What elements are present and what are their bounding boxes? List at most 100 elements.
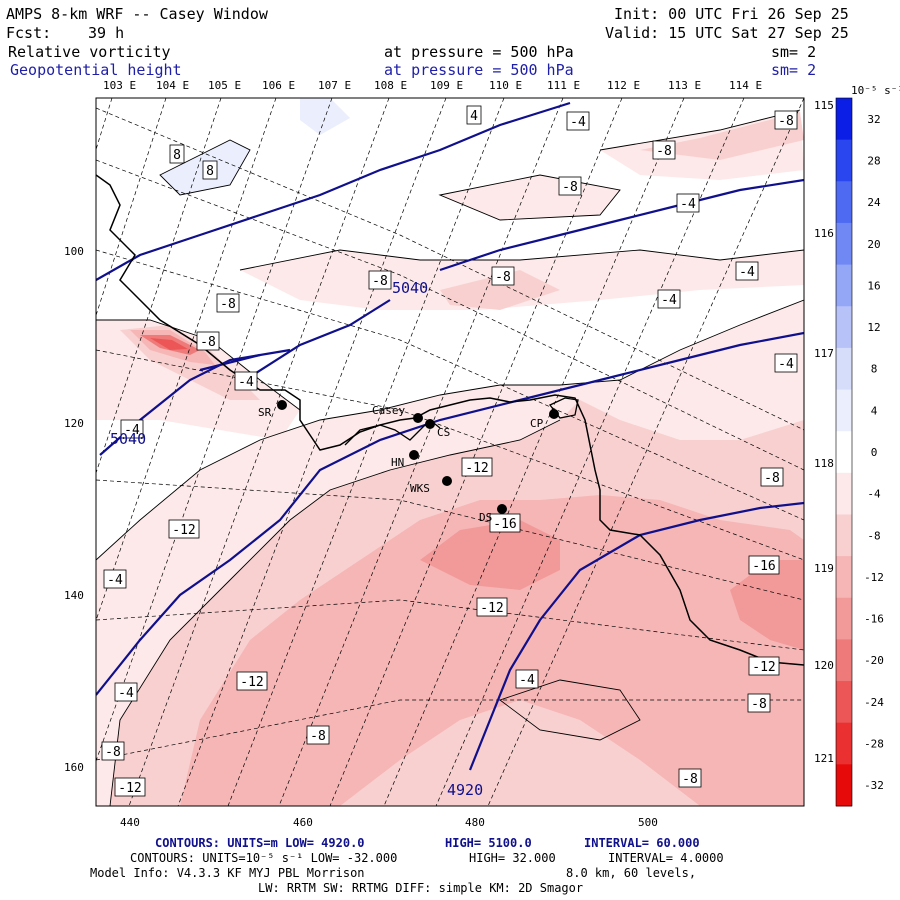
contour-label-box	[748, 656, 780, 676]
contour-label-box	[120, 419, 144, 439]
lon-label: 104 E	[156, 79, 189, 92]
colorbar-tick-label: -28	[864, 738, 884, 751]
colorbar-frame	[835, 97, 853, 807]
latitude-line	[96, 349, 804, 561]
lon-label: 111 E	[547, 79, 580, 92]
colorbar-swatch	[836, 431, 852, 474]
x-axis-ticks: 440 460 480 500	[120, 816, 658, 829]
contour-label: -8	[220, 297, 236, 312]
longitude-line	[96, 98, 113, 151]
x-tick-label: 440	[120, 816, 140, 829]
station-label: Casey	[372, 404, 405, 417]
latitude-gridlines	[96, 107, 804, 761]
contour-label-box	[491, 266, 515, 286]
colorbar-tick-label: 8	[871, 363, 878, 376]
footer-physics-info: LW: RRTM SW: RRTMG DIFF: simple KM: 2D S…	[258, 881, 583, 895]
height-label: 5040	[110, 430, 146, 448]
contour-label: -8	[751, 697, 767, 712]
footer-height-high: HIGH= 5100.0	[445, 836, 532, 850]
colorbar-swatch	[836, 514, 852, 557]
contour-label-box	[216, 293, 240, 313]
plot-frame	[95, 97, 805, 807]
colorbar-tick-label: -8	[867, 529, 880, 542]
contour-label-box	[168, 519, 200, 539]
contour-label-box	[236, 671, 268, 691]
field1-name: Relative vorticity	[8, 43, 171, 61]
map-title: AMPS 8-km WRF -- Casey Window	[6, 5, 269, 23]
contour-label-box	[566, 111, 590, 131]
colorbar-swatch	[836, 98, 852, 141]
colorbar-tick-label: -4	[867, 488, 881, 501]
forecast-label: Fcst:	[6, 24, 51, 42]
footer-height-contours: CONTOURS: UNITS=m LOW= 4920.0	[155, 836, 365, 850]
coastline	[96, 174, 804, 666]
vorticity-shade-minus16	[730, 560, 804, 650]
contour-label: -8	[682, 772, 698, 787]
lon-label: 108 E	[374, 79, 407, 92]
contour-label: -8	[200, 335, 216, 350]
contour-label: -4	[118, 686, 134, 701]
lon-label: 114 E	[729, 79, 762, 92]
latitude-line	[96, 159, 804, 471]
longitude-line	[227, 98, 505, 806]
colorbar-tick-label: 12	[867, 321, 880, 334]
contour-label-box	[774, 110, 798, 130]
contour-label-box	[760, 467, 784, 487]
contour-label: -4	[680, 197, 696, 212]
contour-label: -8	[764, 471, 780, 486]
vorticity-shade-plus4	[300, 98, 350, 135]
contour-label-box	[774, 353, 798, 373]
contour-label-box	[466, 105, 482, 125]
contour-label: 8	[173, 148, 181, 163]
field2-level: at pressure = 500 hPa	[384, 61, 574, 79]
vorticity-shade-minus24	[150, 338, 188, 350]
contour-label-box	[558, 176, 582, 196]
longitude-line	[177, 98, 447, 806]
contour-label-box	[489, 513, 521, 533]
colorbar-swatch	[836, 639, 852, 682]
station-dot	[413, 413, 423, 423]
colorbar-tick-label: -12	[864, 571, 884, 584]
contour-label: -4	[570, 115, 586, 130]
contour-label: -16	[493, 517, 516, 532]
colorbar-swatch	[836, 306, 852, 349]
latitude-line	[96, 479, 804, 601]
contour-label-box	[114, 682, 138, 702]
contour-label: -12	[480, 601, 503, 616]
footer-model-info: Model Info: V4.3.3 KF MYJ PBL Morrison	[90, 866, 365, 880]
x-tick-label: 460	[293, 816, 313, 829]
init-time: Init: 00 UTC Fri 26 Sep 25	[614, 5, 849, 23]
contour-label-box	[234, 371, 258, 391]
lon-label: 110 E	[489, 79, 522, 92]
contour-label: -12	[172, 523, 195, 538]
vorticity-shade-minus8	[440, 270, 560, 310]
contour-label: -8	[656, 144, 672, 159]
station-markers: SR Casey CS CP HN WKS DS	[258, 400, 559, 524]
field1-level: at pressure = 500 hPa	[384, 43, 574, 61]
latitude-line	[96, 107, 804, 431]
contour-label-box	[101, 741, 125, 761]
contour-label: 8	[206, 164, 214, 179]
contour-label: -8	[778, 114, 794, 129]
colorbar-swatch	[836, 472, 852, 515]
contour-label: -4	[661, 293, 677, 308]
colorbar-tick-label: 28	[867, 154, 880, 167]
contour-label-box	[735, 261, 759, 281]
contour-label-box	[461, 457, 493, 477]
station-label: WKS	[410, 482, 430, 495]
colorbar-swatch	[836, 222, 852, 266]
y-tick-label: 100	[64, 245, 84, 258]
colorbar-tick-label: 16	[867, 279, 880, 292]
colorbar-swatch	[836, 764, 852, 807]
longitude-line	[487, 98, 804, 806]
colorbar: 10⁻⁵ s⁻¹ 32 28 24 20 16 12 8 4 0 -4 -8 -12 -16 -20 -24…	[835, 84, 900, 807]
contour-label: -8	[105, 745, 121, 760]
contour-label-box	[368, 270, 392, 290]
contour-label: -8	[562, 180, 578, 195]
station-dot	[425, 419, 435, 429]
forecast-hour: 39 h	[88, 24, 124, 42]
height-label: 4920	[447, 781, 483, 799]
contour-label: -4	[238, 375, 254, 390]
contour-label-box	[196, 331, 220, 351]
